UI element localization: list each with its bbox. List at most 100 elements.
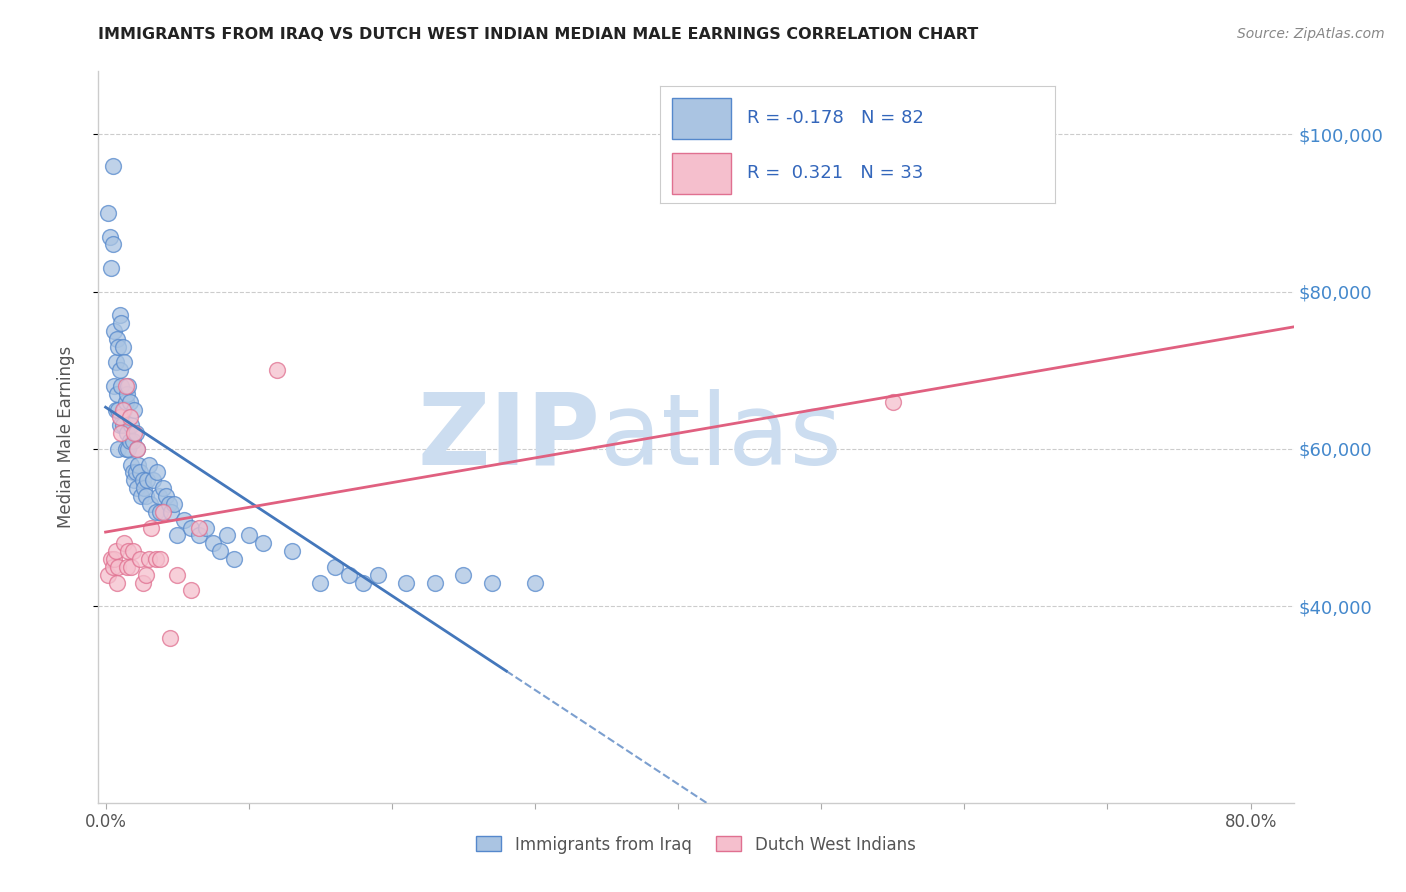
Point bbox=[217, 528, 239, 542]
Point bbox=[131, 489, 153, 503]
Point bbox=[180, 583, 202, 598]
Point bbox=[108, 363, 131, 377]
Point bbox=[367, 567, 389, 582]
Legend: Immigrants from Iraq, Dutch West Indians: Immigrants from Iraq, Dutch West Indians bbox=[470, 829, 922, 860]
Point bbox=[121, 544, 143, 558]
Point bbox=[152, 505, 174, 519]
Point bbox=[107, 340, 129, 354]
Text: IMMIGRANTS FROM IRAQ VS DUTCH WEST INDIAN MEDIAN MALE EARNINGS CORRELATION CHART: IMMIGRANTS FROM IRAQ VS DUTCH WEST INDIA… bbox=[98, 27, 979, 42]
Point bbox=[115, 387, 138, 401]
Point bbox=[122, 402, 145, 417]
Text: ZIP: ZIP bbox=[418, 389, 600, 485]
Point bbox=[145, 505, 167, 519]
Point bbox=[224, 552, 246, 566]
Point bbox=[124, 426, 146, 441]
Point bbox=[117, 379, 139, 393]
Point bbox=[107, 442, 129, 456]
Point bbox=[135, 567, 157, 582]
Point bbox=[163, 497, 186, 511]
Point bbox=[266, 363, 288, 377]
Point bbox=[209, 544, 232, 558]
Point bbox=[187, 528, 209, 542]
Point bbox=[110, 316, 132, 330]
Point bbox=[145, 552, 167, 566]
Point bbox=[118, 434, 141, 448]
Point bbox=[101, 237, 124, 252]
Point bbox=[115, 559, 138, 574]
Point bbox=[134, 481, 156, 495]
Point bbox=[155, 489, 177, 503]
Point bbox=[136, 473, 159, 487]
Point bbox=[280, 544, 302, 558]
Point bbox=[139, 497, 162, 511]
Point bbox=[125, 442, 148, 456]
Point bbox=[110, 379, 132, 393]
Point bbox=[103, 552, 125, 566]
Point bbox=[201, 536, 224, 550]
Point bbox=[135, 489, 157, 503]
Point bbox=[107, 559, 129, 574]
Text: atlas: atlas bbox=[600, 389, 842, 485]
Point bbox=[114, 379, 136, 393]
Point bbox=[108, 410, 131, 425]
Point bbox=[252, 536, 274, 550]
Text: Source: ZipAtlas.com: Source: ZipAtlas.com bbox=[1237, 27, 1385, 41]
Point bbox=[238, 528, 260, 542]
Point bbox=[180, 520, 202, 534]
Point bbox=[108, 308, 131, 322]
Point bbox=[120, 418, 142, 433]
Point bbox=[121, 466, 143, 480]
Point bbox=[149, 552, 172, 566]
Point bbox=[152, 481, 174, 495]
Point bbox=[111, 418, 134, 433]
Point bbox=[128, 458, 150, 472]
Point bbox=[97, 567, 120, 582]
Point bbox=[453, 567, 475, 582]
Point bbox=[108, 418, 131, 433]
Point bbox=[160, 505, 183, 519]
Point bbox=[129, 466, 152, 480]
Point bbox=[125, 442, 148, 456]
Point bbox=[132, 473, 155, 487]
Point bbox=[129, 552, 152, 566]
Point bbox=[114, 442, 136, 456]
Point bbox=[148, 489, 170, 503]
Point bbox=[104, 355, 127, 369]
Point bbox=[117, 544, 139, 558]
Point bbox=[166, 528, 188, 542]
Point bbox=[98, 229, 121, 244]
Point bbox=[125, 481, 148, 495]
Point bbox=[124, 466, 146, 480]
Point bbox=[157, 497, 180, 511]
Point bbox=[423, 575, 446, 590]
Point bbox=[105, 332, 128, 346]
Point bbox=[132, 575, 155, 590]
Point bbox=[107, 402, 129, 417]
Point bbox=[122, 473, 145, 487]
Point bbox=[138, 458, 160, 472]
Point bbox=[112, 355, 135, 369]
Point bbox=[112, 402, 135, 417]
Point bbox=[309, 575, 332, 590]
Point bbox=[100, 552, 122, 566]
Point bbox=[118, 410, 141, 425]
Point bbox=[337, 567, 360, 582]
Point bbox=[101, 559, 124, 574]
Point bbox=[187, 520, 209, 534]
Point bbox=[142, 473, 165, 487]
Point bbox=[104, 402, 127, 417]
Point bbox=[141, 520, 163, 534]
Point bbox=[105, 387, 128, 401]
Point bbox=[323, 559, 346, 574]
Point bbox=[882, 394, 904, 409]
Point bbox=[114, 394, 136, 409]
Point bbox=[166, 567, 188, 582]
Point bbox=[115, 426, 138, 441]
Point bbox=[101, 159, 124, 173]
Point bbox=[105, 575, 128, 590]
Point bbox=[120, 458, 142, 472]
Point bbox=[120, 559, 142, 574]
Y-axis label: Median Male Earnings: Median Male Earnings bbox=[56, 346, 75, 528]
Point bbox=[395, 575, 418, 590]
Point bbox=[100, 260, 122, 275]
